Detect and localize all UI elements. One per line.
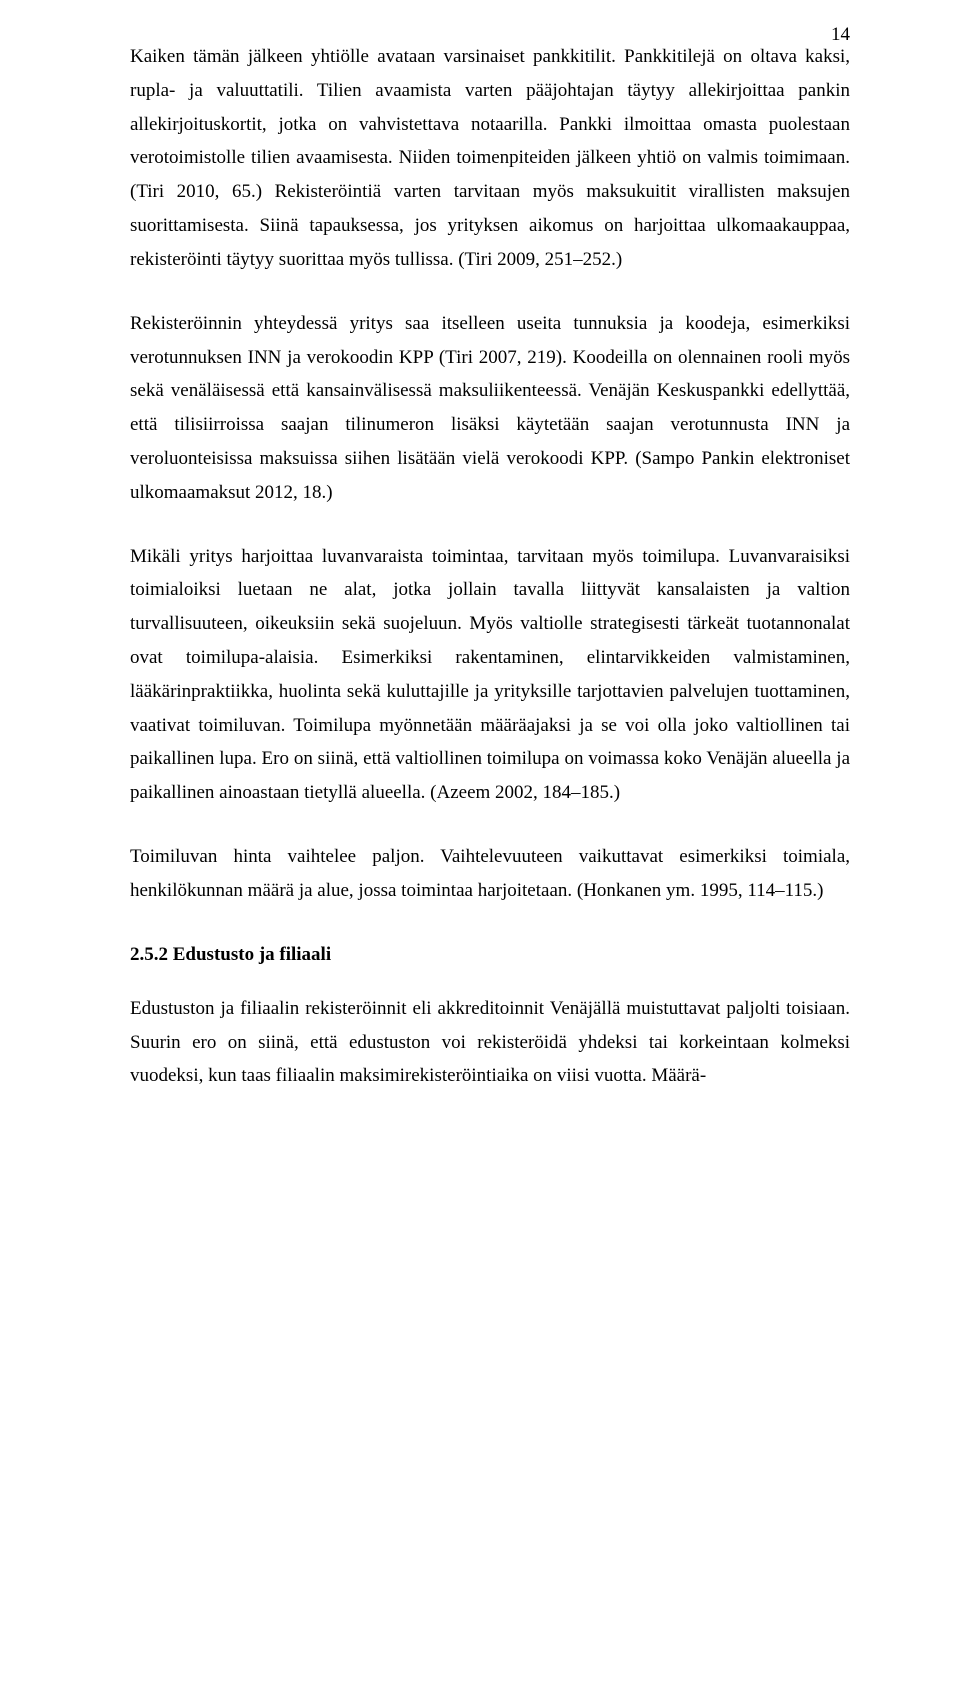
- paragraph-1: Kaiken tämän jälkeen yhtiölle avataan va…: [130, 40, 850, 277]
- paragraph-4: Toimiluvan hinta vaihtelee paljon. Vaiht…: [130, 840, 850, 908]
- document-page: 14 Kaiken tämän jälkeen yhtiölle avataan…: [0, 0, 960, 1691]
- section-heading: 2.5.2 Edustusto ja filiaali: [130, 944, 850, 966]
- paragraph-2: Rekisteröinnin yhteydessä yritys saa its…: [130, 307, 850, 510]
- paragraph-3: Mikäli yritys harjoittaa luvanvaraista t…: [130, 540, 850, 811]
- page-number: 14: [831, 24, 850, 46]
- paragraph-5: Edustuston ja filiaalin rekisteröinnit e…: [130, 992, 850, 1093]
